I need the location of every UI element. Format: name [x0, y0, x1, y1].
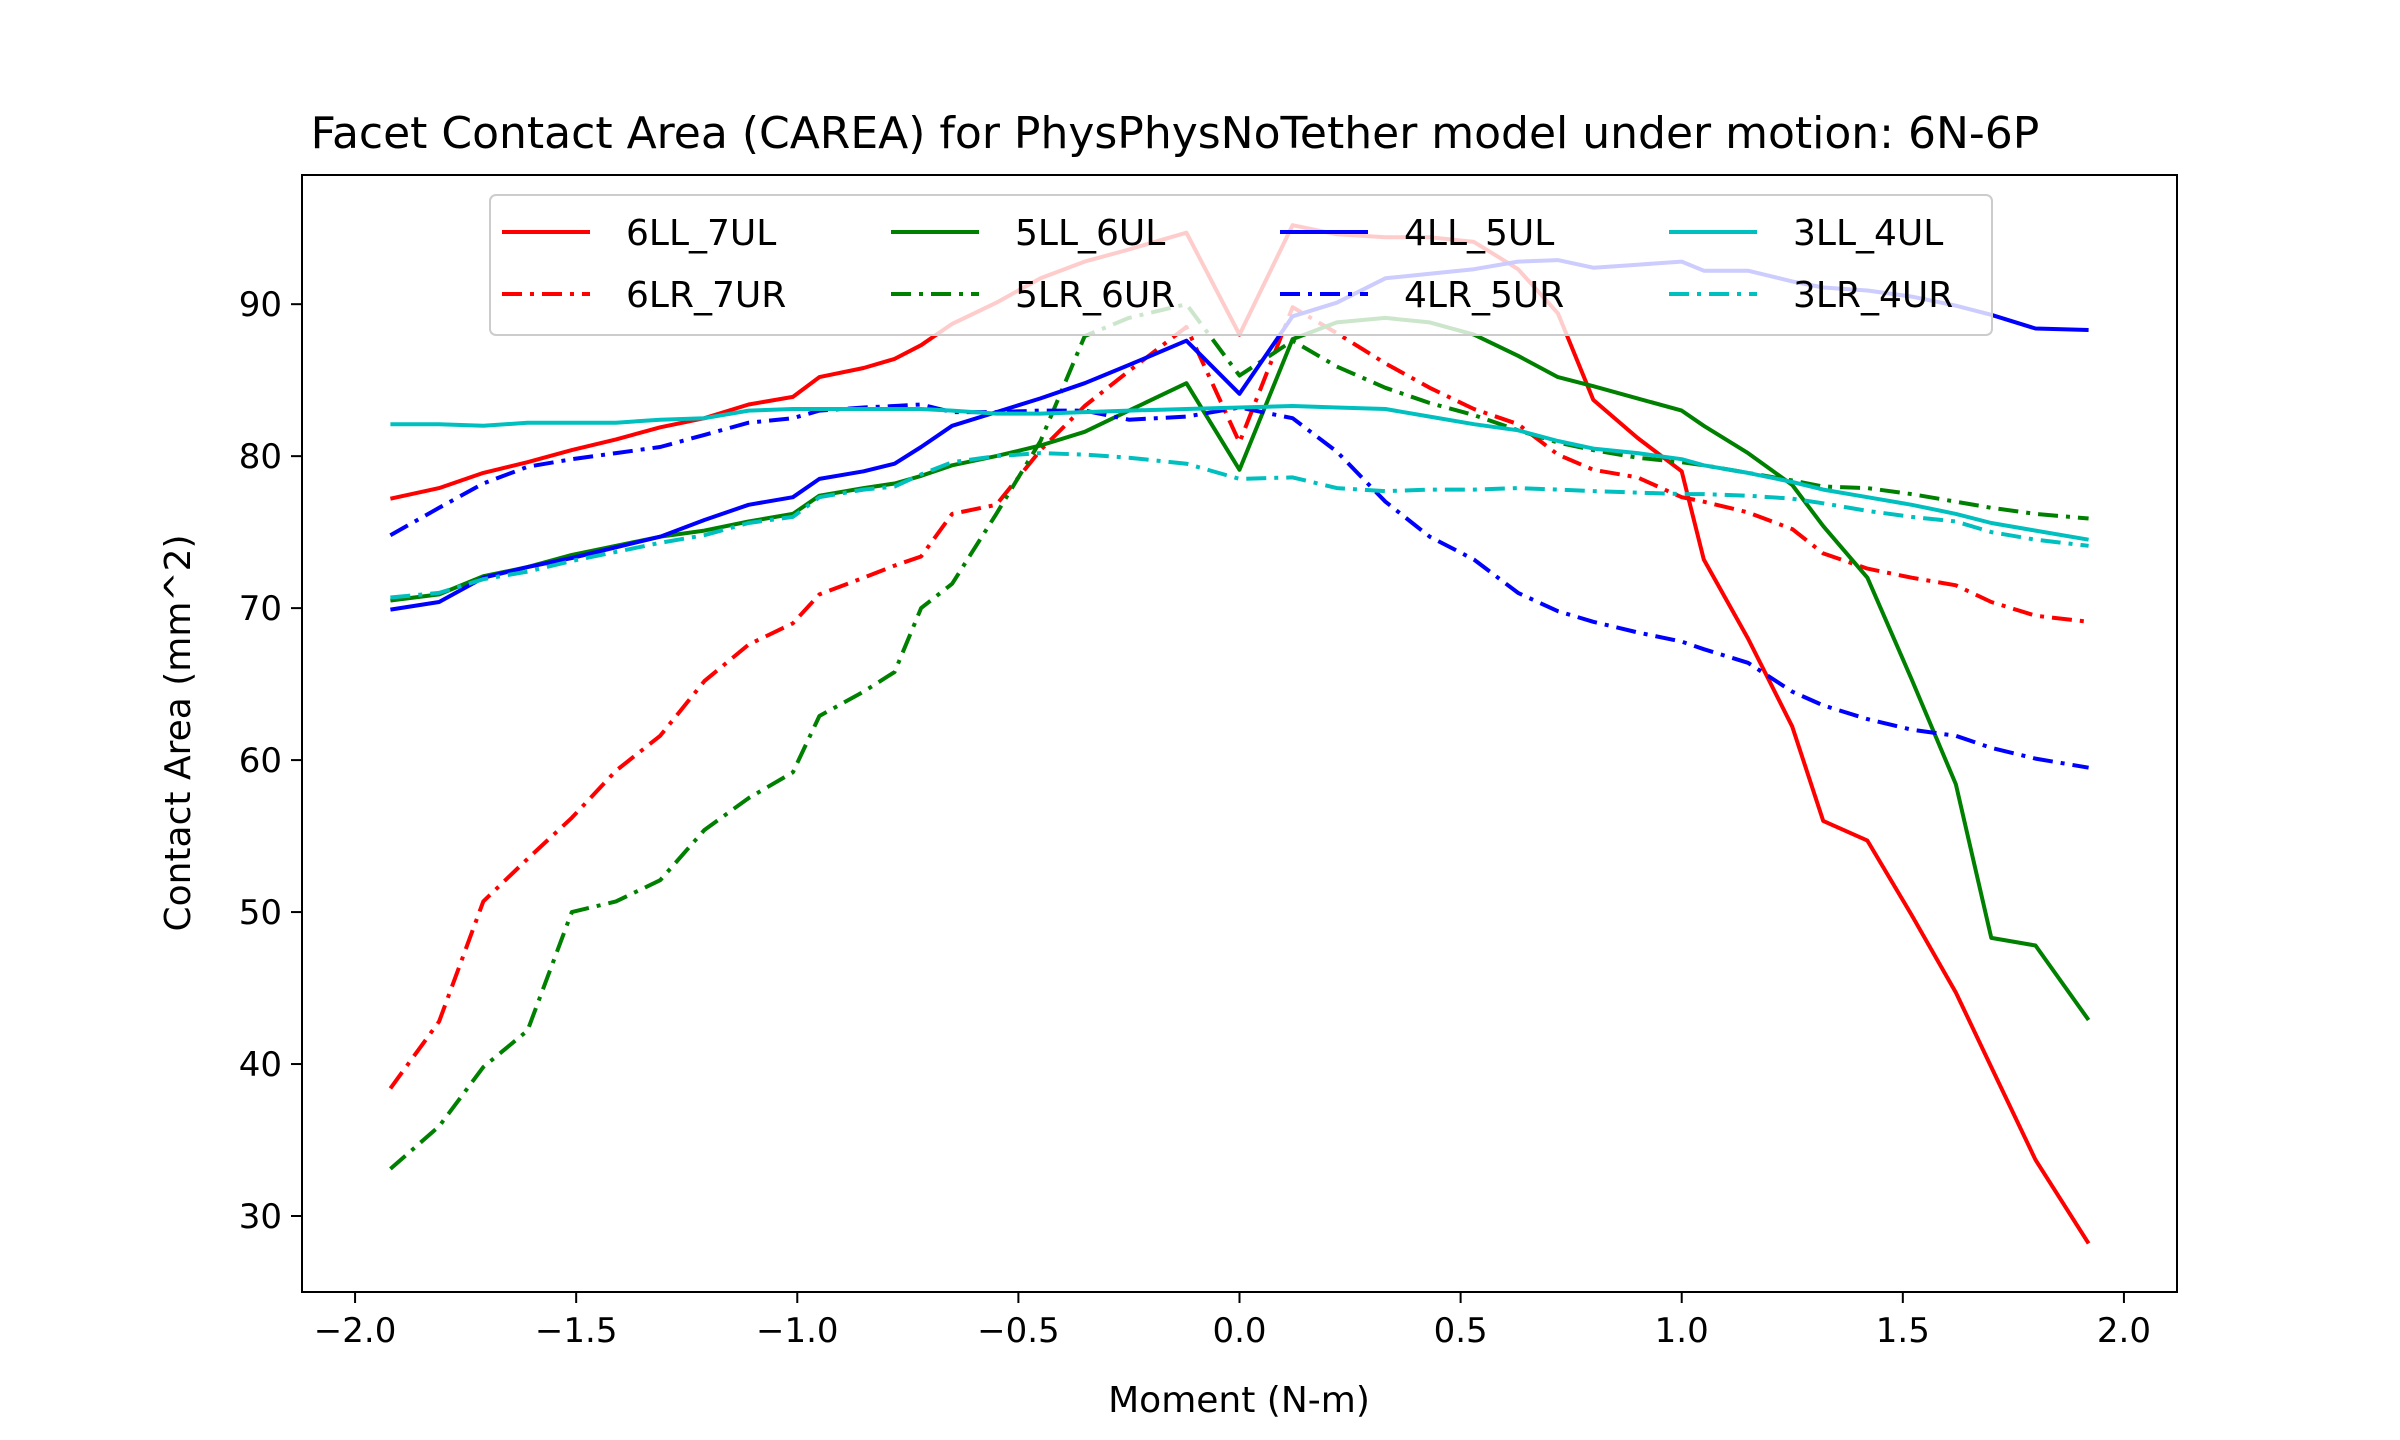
x-tick-label: 1.0: [1655, 1311, 1709, 1351]
y-tick-label: 90: [239, 285, 282, 325]
x-tick-label: 0.0: [1212, 1311, 1266, 1351]
y-tick-label: 80: [239, 437, 282, 477]
legend-box: [489, 194, 1993, 336]
series-line-6lr-7ur: [388, 305, 2089, 1090]
legend-label: 6LL_7UL: [626, 213, 776, 254]
x-tick-label: −0.5: [977, 1311, 1060, 1351]
y-tick-label: 60: [239, 741, 282, 781]
legend-label: 3LL_4UL: [1793, 213, 1943, 254]
y-tick-label: 40: [239, 1045, 282, 1085]
x-tick-label: 0.5: [1434, 1311, 1488, 1351]
y-tick-label: 70: [239, 589, 282, 629]
legend-label: 5LL_6UL: [1015, 213, 1165, 254]
x-axis-label: Moment (N-m): [1108, 1380, 1370, 1421]
plot-area: [388, 223, 2091, 1245]
y-tick-label: 50: [239, 893, 282, 933]
x-axis: −2.0 −1.5 −1.0 −0.5 0.0 0.5 1.0 1.5 2.0: [314, 1292, 2151, 1351]
x-tick-label: −1.0: [756, 1311, 839, 1351]
legend-label: 5LR_6UR: [1015, 275, 1175, 316]
series-line-3ll-4ul: [390, 404, 2089, 542]
x-tick-label: −1.5: [535, 1311, 618, 1351]
y-tick-label: 30: [239, 1197, 282, 1237]
series-line-4lr-5ur: [389, 402, 2089, 770]
legend: 6LL_7UL 6LR_7UR 5LL_6UL 5LR_6UR 4LL_5UL 4LR_5…: [489, 194, 1993, 336]
y-axis-label: Contact Area (mm^2): [158, 534, 199, 931]
x-tick-label: 1.5: [1876, 1311, 1930, 1351]
series-line-5ll-6ul: [390, 315, 2091, 1022]
x-tick-label: 2.0: [2097, 1311, 2151, 1351]
x-tick-label: −2.0: [314, 1311, 397, 1351]
chart-title: Facet Contact Area (CAREA) for PhysPhysN…: [311, 108, 2040, 159]
legend-label: 6LR_7UR: [626, 275, 786, 316]
y-axis: 30 40 50 60 70 80 90: [239, 285, 302, 1237]
legend-label: 4LL_5UL: [1404, 213, 1554, 254]
legend-label: 4LR_5UR: [1404, 275, 1564, 316]
legend-label: 3LR_4UR: [1793, 275, 1953, 316]
